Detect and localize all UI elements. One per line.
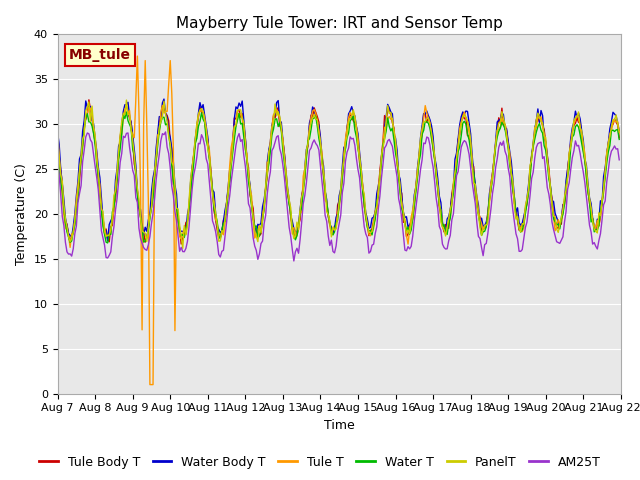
Legend: Tule Body T, Water Body T, Tule T, Water T, PanelT, AM25T: Tule Body T, Water Body T, Tule T, Water… <box>34 451 606 474</box>
Y-axis label: Temperature (C): Temperature (C) <box>15 163 28 264</box>
Text: MB_tule: MB_tule <box>69 48 131 62</box>
X-axis label: Time: Time <box>324 419 355 432</box>
Title: Mayberry Tule Tower: IRT and Sensor Temp: Mayberry Tule Tower: IRT and Sensor Temp <box>176 16 502 31</box>
